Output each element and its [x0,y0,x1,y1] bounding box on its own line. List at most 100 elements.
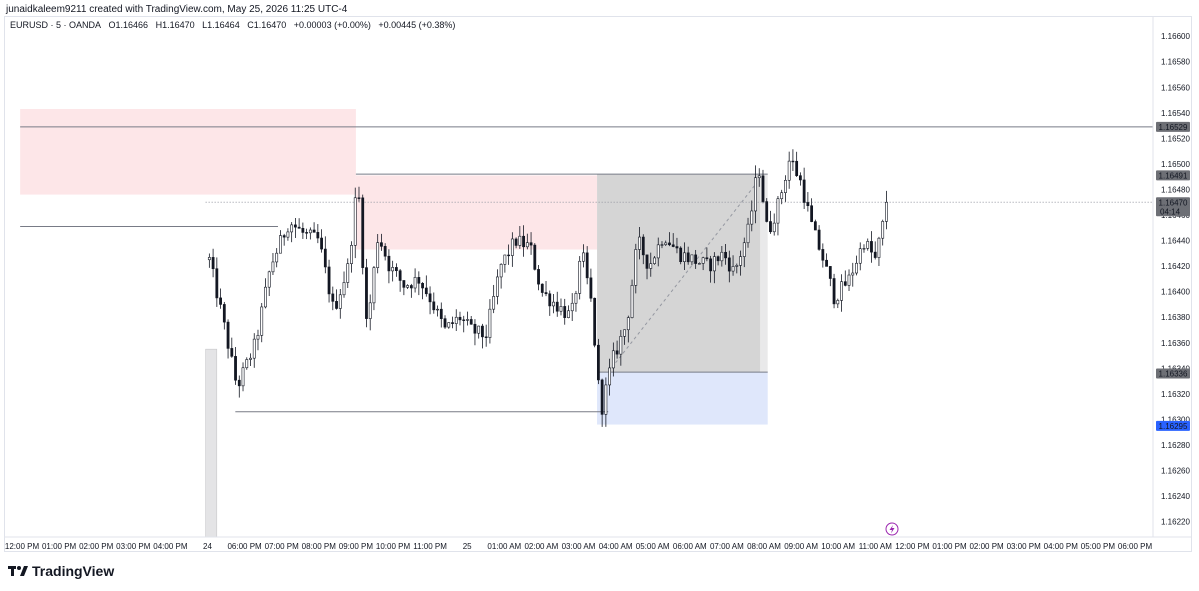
candle-body[interactable] [638,236,641,250]
candle-body[interactable] [466,319,469,321]
candle-body[interactable] [810,205,814,222]
candle-body[interactable] [215,268,219,299]
candle-body[interactable] [372,267,376,304]
candle-body[interactable] [873,251,877,258]
candle-body[interactable] [660,244,664,246]
candle-body[interactable] [701,257,705,264]
candle-body[interactable] [495,276,499,297]
candle-body[interactable] [529,242,533,246]
candle-body[interactable] [387,255,391,272]
candle-body[interactable] [409,285,413,289]
candle-body[interactable] [241,367,245,387]
candle-body[interactable] [510,238,514,256]
candle-body[interactable] [746,223,750,244]
candle-body[interactable] [413,277,417,289]
candle-body[interactable] [211,257,215,270]
candle-body[interactable] [380,242,383,247]
candle-body[interactable] [600,379,604,415]
candle-body[interactable] [679,247,683,262]
candle-body[interactable] [724,251,727,259]
candle-body[interactable] [776,198,780,224]
candle-body[interactable] [346,263,350,283]
candle-body[interactable] [780,192,784,200]
candle-body[interactable] [481,325,484,338]
candle-body[interactable] [649,263,653,269]
candle-body[interactable] [645,254,649,269]
candle-body[interactable] [331,293,335,302]
candle-body[interactable] [735,265,739,267]
candle-body[interactable] [477,325,481,334]
candle-body[interactable] [473,323,477,334]
candle-body[interactable] [641,236,645,256]
candle-body[interactable] [316,232,320,239]
candle-body[interactable] [484,336,488,338]
candle-body[interactable] [271,261,275,273]
candle-body[interactable] [421,282,424,289]
candle-body[interactable] [219,297,222,305]
candle-body[interactable] [630,285,634,318]
candle-body[interactable] [813,221,817,231]
supply-zone[interactable] [20,108,356,195]
candle-body[interactable] [499,263,503,278]
candle-body[interactable] [761,175,765,202]
candle-body[interactable] [608,367,612,386]
candle-body[interactable] [320,237,323,250]
candle-body[interactable] [335,301,338,309]
candle-body[interactable] [327,266,331,295]
candle-body[interactable] [383,246,387,257]
candle-body[interactable] [806,202,810,207]
candle-body[interactable] [787,160,791,181]
candle-body[interactable] [881,221,885,239]
candle-body[interactable] [406,285,410,288]
candle-body[interactable] [563,306,567,318]
candle-body[interactable] [552,301,555,307]
candle-body[interactable] [454,316,458,324]
candle-body[interactable] [593,297,597,346]
candle-body[interactable] [368,302,372,319]
candle-body[interactable] [279,235,282,254]
candle-body[interactable] [402,280,406,288]
candle-body[interactable] [570,302,574,312]
supply-zone[interactable] [355,175,598,250]
candle-body[interactable] [275,252,279,263]
tradingview-brand[interactable]: TradingView [8,563,114,579]
candle-body[interactable] [847,274,851,286]
candle-body[interactable] [862,248,866,250]
candle-body[interactable] [391,267,395,272]
candle-body[interactable] [705,257,709,260]
candle-body[interactable] [252,338,256,359]
candle-body[interactable] [664,242,668,245]
candle-body[interactable] [840,281,843,301]
candle-body[interactable] [615,350,619,355]
drawing-line[interactable] [607,182,757,373]
candle-body[interactable] [578,260,582,294]
candle-body[interactable] [604,384,608,415]
price-marker[interactable] [1156,170,1190,181]
candle-body[interactable] [234,356,237,381]
candle-body[interactable] [555,301,559,312]
candle-body[interactable] [694,254,698,264]
candle-body[interactable] [507,254,511,257]
candle-body[interactable] [503,254,507,265]
candle-body[interactable] [754,177,757,212]
candle-body[interactable] [469,319,473,325]
candle-body[interactable] [802,179,806,203]
candle-body[interactable] [282,235,286,238]
candle-body[interactable] [312,229,316,233]
candle-body[interactable] [855,262,858,274]
candle-body[interactable] [207,257,211,261]
candle-body[interactable] [376,242,380,268]
position-light-zone[interactable] [760,174,768,373]
candle-body[interactable] [817,229,821,250]
candle-body[interactable] [308,229,312,234]
candle-body[interactable] [772,222,776,233]
candle-body[interactable] [836,300,840,305]
candle-body[interactable] [843,281,847,286]
candle-body[interactable] [656,244,660,259]
candle-body[interactable] [739,256,742,266]
candle-body[interactable] [361,197,365,268]
candle-body[interactable] [611,350,615,369]
candle-body[interactable] [585,252,589,279]
candle-body[interactable] [626,317,630,331]
candle-body[interactable] [492,296,496,310]
